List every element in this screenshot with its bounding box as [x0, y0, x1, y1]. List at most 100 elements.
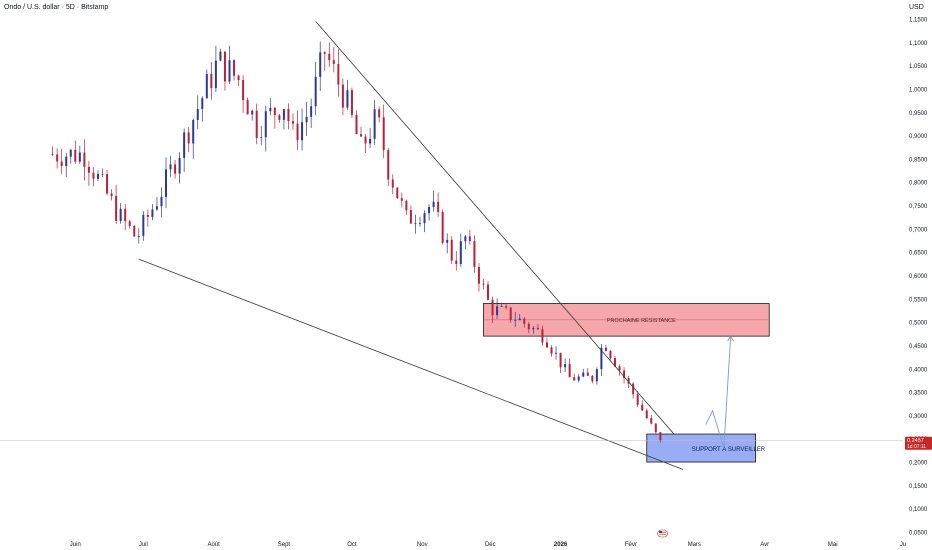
- candle-body: [477, 266, 480, 284]
- price-tick-label: 1,0500: [909, 64, 928, 70]
- candle-body: [378, 109, 381, 118]
- candle-body: [577, 376, 580, 381]
- current-price-value: 0,2457: [907, 438, 924, 444]
- candle-body: [559, 352, 562, 368]
- candle-body: [614, 358, 617, 367]
- candle-body: [269, 107, 272, 112]
- candle-body: [446, 239, 449, 243]
- candle-body: [332, 60, 335, 64]
- candle-body: [373, 109, 376, 139]
- candle-body: [174, 164, 177, 174]
- price-tick-label: 0,5500: [909, 297, 928, 303]
- candle-body: [196, 108, 199, 120]
- candle-body: [328, 53, 331, 61]
- candle-body: [641, 404, 644, 411]
- price-tick-label: 0,9000: [909, 134, 928, 140]
- price-tick-label: 0,7000: [909, 227, 928, 233]
- time-tick-label: Ju: [900, 542, 906, 548]
- candle-body: [60, 161, 63, 167]
- price-tick-label: 0,4000: [909, 367, 928, 373]
- candle-body: [491, 299, 494, 316]
- candle-body: [314, 76, 317, 107]
- candle-body: [264, 111, 267, 138]
- candle-body: [609, 350, 612, 359]
- candle-body: [210, 73, 213, 89]
- candle-body: [56, 154, 59, 162]
- candle-body: [536, 327, 539, 330]
- candle-body: [223, 51, 226, 82]
- time-tick-label: Mai: [828, 542, 838, 548]
- candle-body: [83, 152, 86, 167]
- trendline: [315, 21, 675, 435]
- candle-body: [423, 213, 426, 224]
- candle-body: [437, 201, 440, 212]
- candle-body: [496, 306, 499, 316]
- candle-body: [169, 164, 172, 170]
- candle-body: [323, 52, 326, 54]
- exchange: Bitstamp: [81, 4, 109, 11]
- candle-body: [600, 347, 603, 370]
- price-tick-label: 0,2000: [909, 461, 928, 467]
- candle-body: [151, 209, 154, 217]
- candle-body: [278, 115, 281, 120]
- candle-body: [364, 136, 367, 144]
- trendlines-layer: [138, 21, 735, 470]
- candle-body: [305, 116, 308, 123]
- price-tick-label: 0,3500: [909, 391, 928, 397]
- candle-body: [654, 423, 657, 433]
- interval[interactable]: 5D: [65, 4, 75, 11]
- chart-header: Ondo / U.S. dollar · 5D · Bitstamp: [4, 4, 108, 11]
- price-tick-label: 0,0500: [909, 531, 928, 537]
- time-tick-label: Sept: [278, 542, 291, 548]
- candle-body: [233, 60, 236, 76]
- time-tick-label: Oct: [347, 542, 357, 548]
- support-zone: [646, 433, 757, 463]
- header-separator: ·: [59, 4, 66, 11]
- current-price-tag: [905, 436, 932, 450]
- price-tick-label: 0,9500: [909, 111, 928, 117]
- price-axis: 1,1500 1,1000 1,0500 1,0000 0,9500 0,9000 0,85…: [909, 18, 928, 537]
- time-tick-label: Juil: [139, 542, 148, 548]
- candle-body: [473, 241, 476, 267]
- price-tick-label: 0,4500: [909, 344, 928, 350]
- candle-body: [255, 110, 258, 139]
- zones-layer: PROCHAINE RÉSISTANCE SUPPORT À SURVEILLER: [483, 303, 770, 463]
- candle-body: [405, 200, 408, 211]
- candle-body: [78, 152, 81, 162]
- time-tick-label: Févr: [625, 542, 637, 548]
- candle-body: [214, 60, 217, 89]
- candle-body: [418, 223, 421, 225]
- candle-body: [455, 260, 458, 264]
- candle-body: [142, 214, 145, 236]
- candle-body: [632, 383, 635, 395]
- flag-canton: [659, 531, 662, 533]
- price-tick-label: 1,0000: [909, 87, 928, 93]
- candle-body: [586, 372, 589, 376]
- symbol-name[interactable]: Ondo / U.S. dollar: [4, 4, 60, 11]
- candle-body: [124, 208, 127, 222]
- price-tick-label: 0,7500: [909, 204, 928, 210]
- candle-body: [69, 149, 72, 157]
- candle-body: [115, 196, 118, 221]
- time-tick-label: Avr: [760, 542, 769, 548]
- time-tick-label: Août: [207, 542, 220, 548]
- candle-body: [627, 378, 630, 384]
- time-tick-label: Mars: [688, 542, 701, 548]
- candle-body: [482, 283, 485, 285]
- price-tick-label: 0,1500: [909, 484, 928, 490]
- candle-body: [301, 122, 304, 141]
- price-tick-label: 1,1000: [909, 41, 928, 47]
- candle-body: [360, 134, 363, 137]
- candle-body: [119, 208, 122, 221]
- time-tick-label: Juin: [70, 542, 81, 548]
- candles-layer: [51, 41, 662, 443]
- candle-body: [350, 90, 353, 115]
- candle-body: [468, 236, 471, 242]
- candle-body: [523, 318, 526, 324]
- candle-body: [409, 210, 412, 224]
- candle-body: [251, 110, 254, 115]
- candle-body: [555, 352, 558, 354]
- resistance-zone-label: PROCHAINE RÉSISTANCE: [607, 317, 676, 324]
